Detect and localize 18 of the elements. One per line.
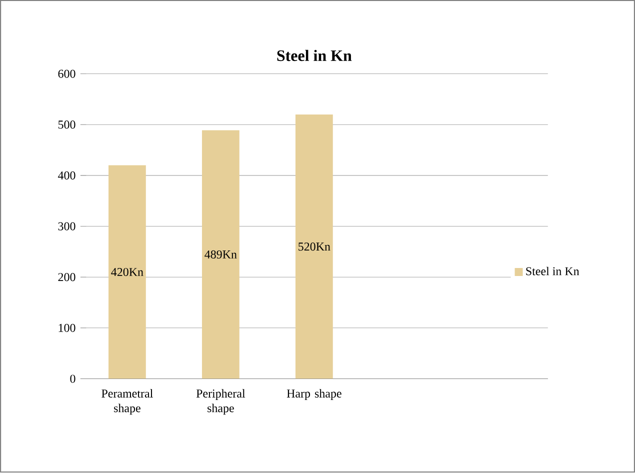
bar [295,114,333,379]
bar [202,130,240,379]
data-label: 489Kn [204,250,237,259]
y-tick-label: 600 [58,70,76,78]
legend-label: Steel in Kn [526,267,580,276]
y-tick-label: 100 [58,324,76,332]
y-tick-label: 500 [58,120,76,129]
chart-title: Steel in Kn [277,50,352,62]
y-tick-label: 300 [58,222,76,231]
y-tick-label: 200 [58,273,76,282]
bar [108,166,146,379]
data-label: 520Kn [298,242,330,251]
y-tick-label: 0 [70,374,76,384]
x-tick-label: Harp shape [286,389,342,400]
x-tick-label: Peripheral shape [196,389,246,415]
y-tick-label: 400 [58,172,76,180]
x-tick-label: Perametral shape [102,389,153,415]
data-label: 420Kn [111,268,144,276]
